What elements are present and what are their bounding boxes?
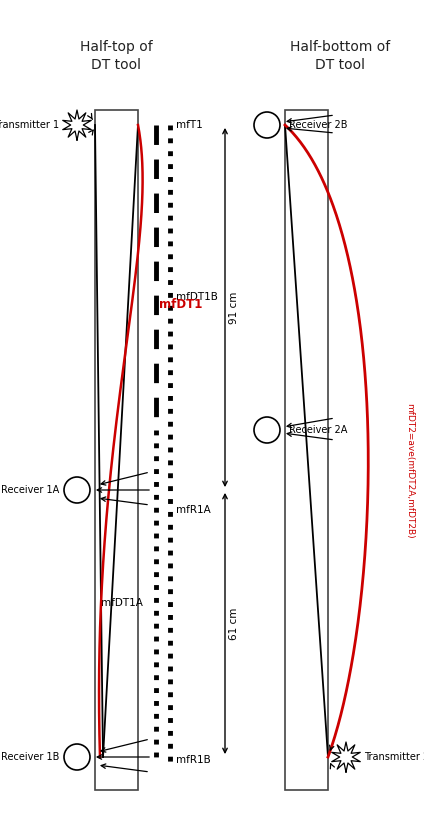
Text: 91 cm: 91 cm (229, 291, 239, 323)
Text: Receiver 2B: Receiver 2B (289, 120, 348, 130)
Text: Receiver 1A: Receiver 1A (1, 485, 59, 495)
Text: mfDT2=ave(mfDT2A,mfDT2B): mfDT2=ave(mfDT2A,mfDT2B) (405, 403, 415, 539)
Bar (285, 110, 328, 790)
Text: mfDT1B: mfDT1B (176, 292, 218, 303)
Circle shape (64, 744, 90, 770)
Text: mfDT1: mfDT1 (159, 299, 202, 311)
Text: 61 cm: 61 cm (229, 607, 239, 639)
Text: mfDT1A: mfDT1A (101, 598, 143, 608)
Circle shape (64, 477, 90, 503)
Polygon shape (63, 110, 91, 140)
Circle shape (254, 417, 280, 443)
Text: Receiver 2A: Receiver 2A (289, 425, 347, 435)
Text: mfT1: mfT1 (176, 120, 203, 130)
Text: Transmitter 1: Transmitter 1 (0, 120, 59, 130)
Text: Half-bottom of
DT tool: Half-bottom of DT tool (290, 40, 390, 72)
Circle shape (254, 112, 280, 138)
Text: mfR1A: mfR1A (176, 505, 211, 515)
Bar (95, 110, 138, 790)
Polygon shape (332, 742, 360, 772)
Text: Half-top of
DT tool: Half-top of DT tool (80, 40, 152, 72)
Text: mfR1B: mfR1B (176, 755, 211, 765)
Text: Receiver 1B: Receiver 1B (0, 752, 59, 762)
Text: Transmitter 2: Transmitter 2 (364, 752, 424, 762)
